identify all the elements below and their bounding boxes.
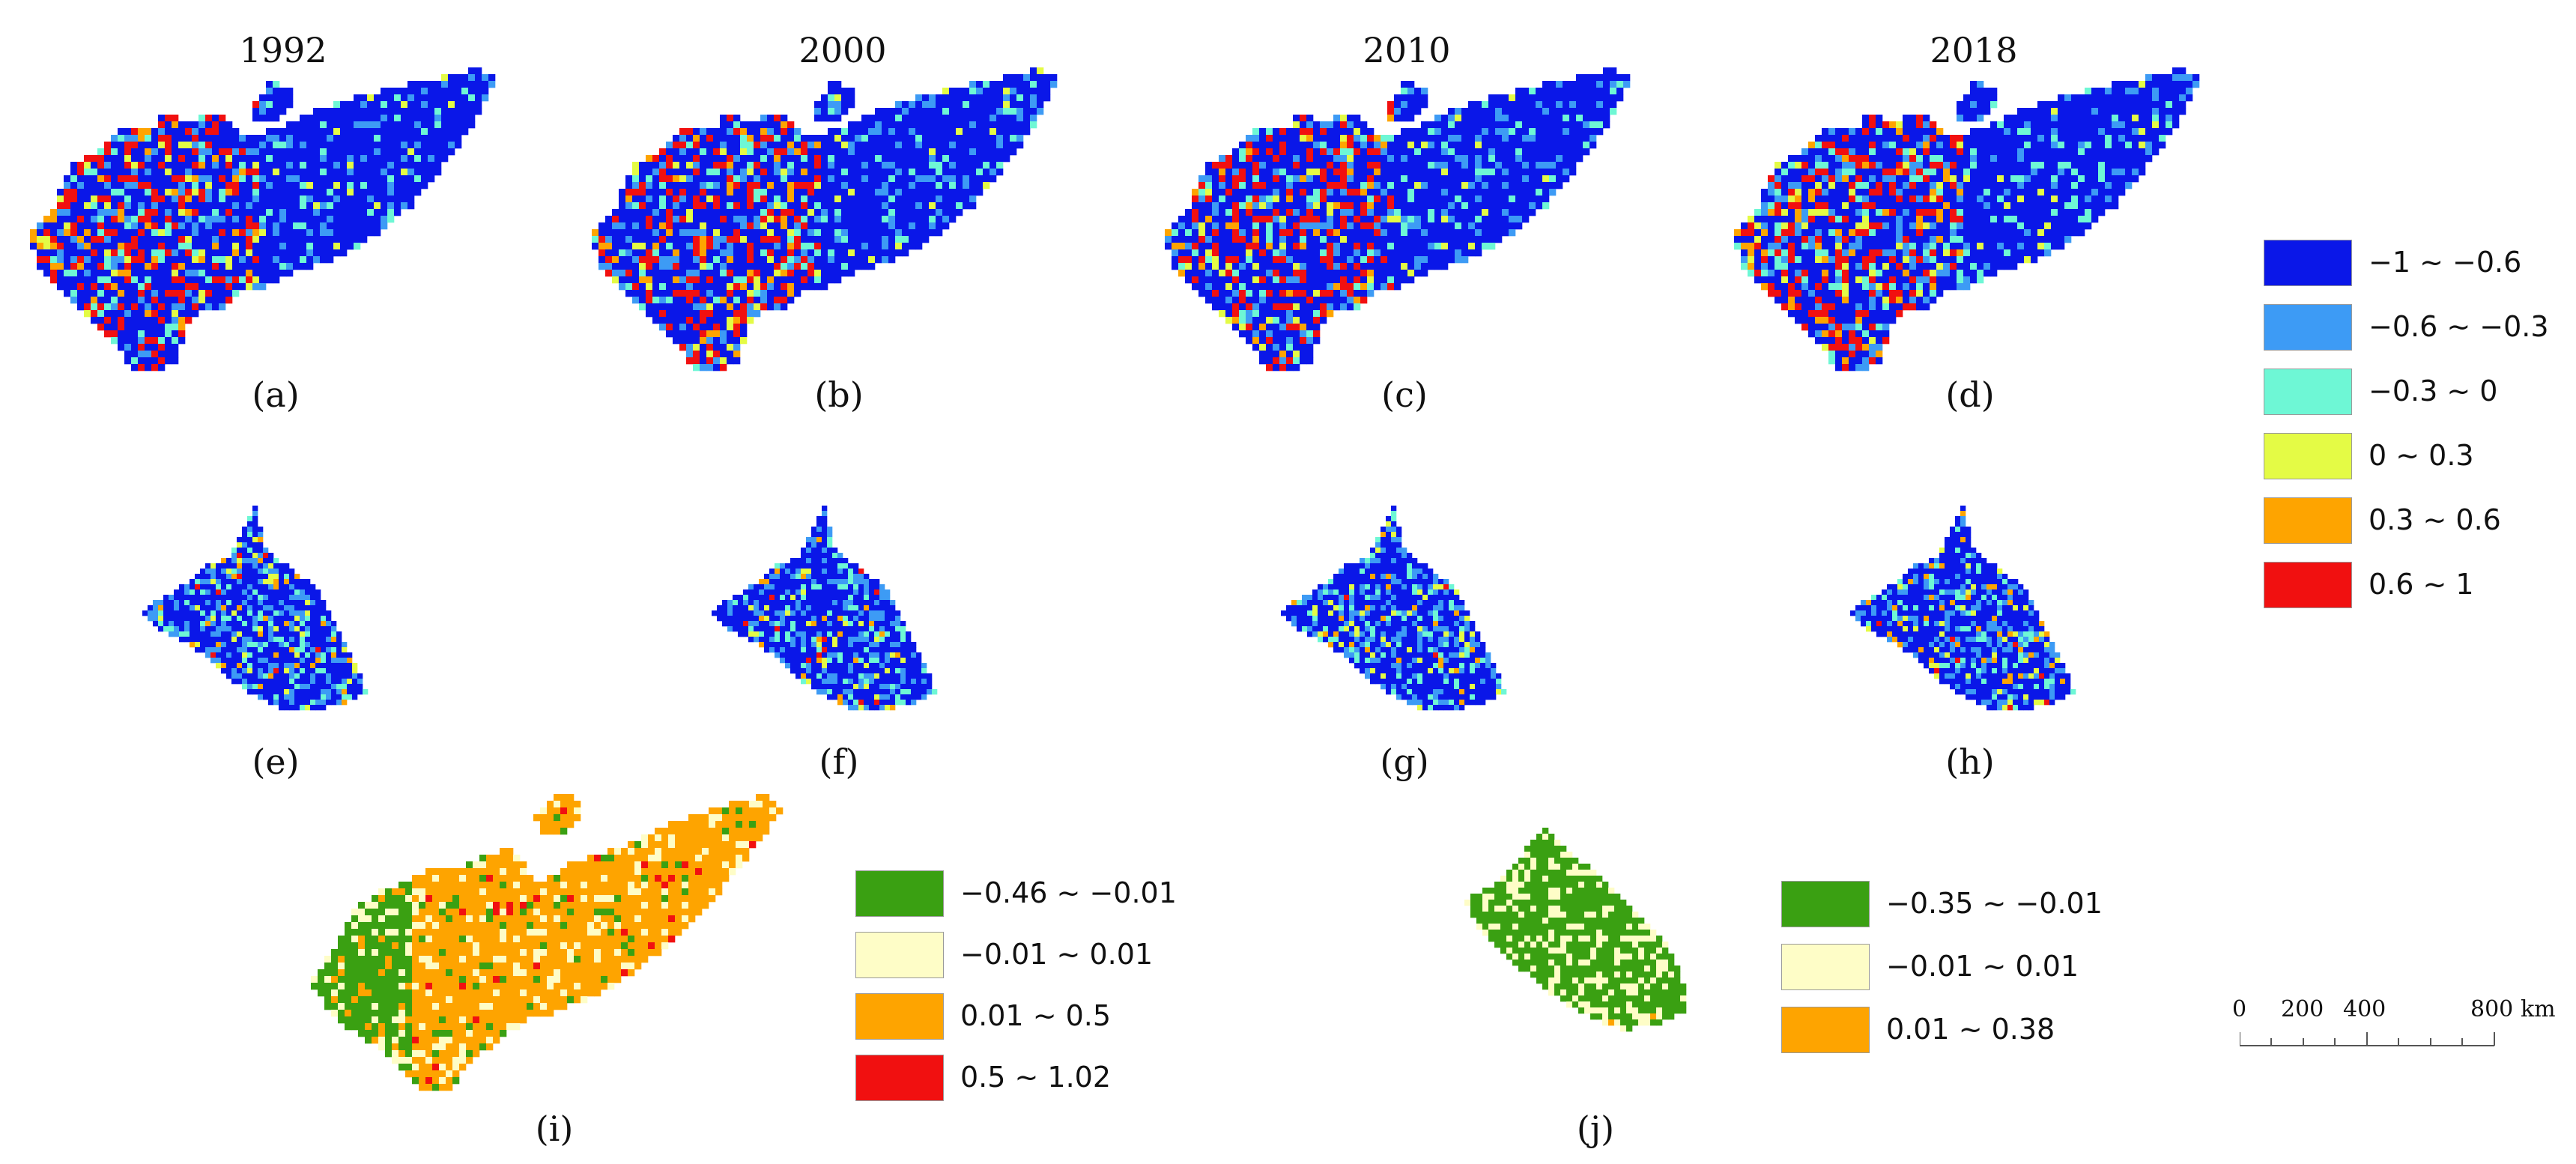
legend-swatch	[2264, 433, 2352, 479]
legend-label: −0.01 ~ 0.01	[1886, 950, 2079, 983]
map-d-2018	[1734, 67, 2200, 372]
legend-swatch	[855, 1055, 944, 1101]
legend-swatch	[855, 932, 944, 978]
legend-label: 0.5 ~ 1.02	[960, 1061, 1112, 1094]
legend-label: −0.35 ~ −0.01	[1886, 887, 2103, 920]
map-g-2010	[1281, 506, 1507, 711]
scale-unit: km	[2521, 996, 2556, 1022]
legend-swatch	[2264, 240, 2352, 286]
year-label-2010: 2010	[1363, 30, 1451, 70]
legend-label: −0.01 ~ 0.01	[960, 938, 1154, 971]
legend-label: −0.3 ~ 0	[2369, 375, 2498, 407]
legend-label: 0.3 ~ 0.6	[2369, 503, 2501, 536]
panel-label-b: (b)	[814, 375, 864, 415]
legend-swatch	[1781, 944, 1870, 990]
scale-bar-line	[2240, 1032, 2495, 1046]
legend-swatch	[2264, 369, 2352, 415]
map-e-1992	[142, 506, 369, 711]
panel-label-g: (g)	[1380, 742, 1429, 782]
panel-label-a: (a)	[252, 375, 300, 415]
legend-swatch	[1781, 881, 1870, 927]
map-a-1992	[30, 67, 496, 372]
panel-label-h: (h)	[1945, 742, 1995, 782]
map-b-2000	[592, 67, 1058, 372]
panel-label-c: (c)	[1381, 375, 1428, 415]
legend-swatch	[855, 993, 944, 1040]
scale-tick-label: 800	[2470, 996, 2514, 1022]
scale-tick-label: 200	[2281, 996, 2324, 1022]
legend-swatch	[2264, 497, 2352, 544]
map-h-2018	[1850, 506, 2076, 711]
year-label-2000: 2000	[798, 30, 887, 70]
legend-swatch	[2264, 304, 2352, 351]
legend-swatch	[2264, 562, 2352, 608]
legend-label: −0.46 ~ −0.01	[960, 876, 1177, 909]
map-c-2010	[1165, 67, 1631, 372]
legend-label: 0.6 ~ 1	[2369, 568, 2474, 601]
legend-label: 0.01 ~ 0.5	[960, 999, 1112, 1032]
panel-label-i: (i)	[535, 1109, 574, 1149]
year-label-2018: 2018	[1930, 30, 2018, 70]
scale-tick-label: 400	[2343, 996, 2386, 1022]
panel-label-e: (e)	[252, 742, 300, 782]
map-j-change	[1464, 828, 1687, 1032]
legend-label: 0 ~ 0.3	[2369, 439, 2474, 472]
legend-swatch	[855, 870, 944, 917]
scale-bar: 0 200 400 800 km	[2232, 996, 2562, 1056]
legend-label: −0.6 ~ −0.3	[2369, 310, 2549, 343]
year-label-1992: 1992	[239, 30, 327, 70]
map-i-change	[311, 794, 784, 1091]
legend-label: 0.01 ~ 0.38	[1886, 1013, 2055, 1046]
map-f-2000	[712, 506, 938, 711]
panel-label-j: (j)	[1576, 1109, 1615, 1149]
panel-label-f: (f)	[819, 742, 859, 782]
panel-label-d: (d)	[1945, 375, 1995, 415]
scale-tick-label: 0	[2232, 996, 2247, 1022]
legend-swatch	[1781, 1007, 1870, 1053]
legend-label: −1 ~ −0.6	[2369, 246, 2522, 279]
